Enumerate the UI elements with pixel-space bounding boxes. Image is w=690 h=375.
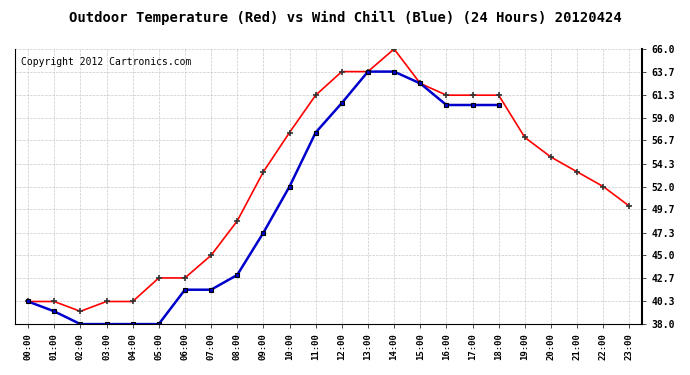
Text: Outdoor Temperature (Red) vs Wind Chill (Blue) (24 Hours) 20120424: Outdoor Temperature (Red) vs Wind Chill …: [68, 11, 622, 26]
Text: Copyright 2012 Cartronics.com: Copyright 2012 Cartronics.com: [21, 57, 192, 67]
